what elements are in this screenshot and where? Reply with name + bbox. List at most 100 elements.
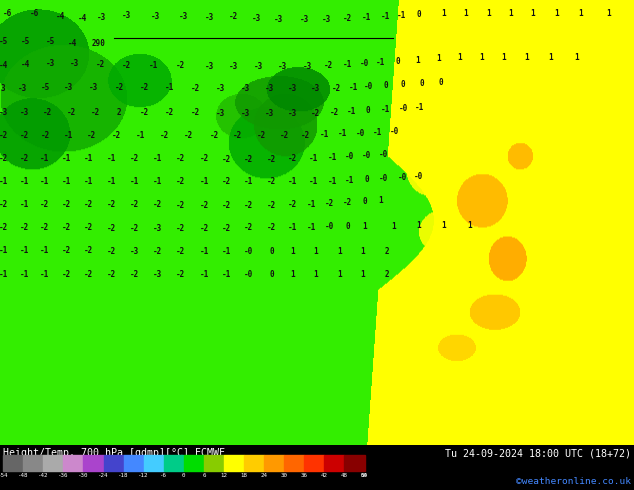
Text: -3: -3 bbox=[20, 108, 29, 117]
Text: -2: -2 bbox=[330, 108, 339, 117]
Text: -6: -6 bbox=[160, 473, 167, 478]
Text: 1: 1 bbox=[479, 53, 484, 62]
Text: 1: 1 bbox=[436, 54, 441, 63]
Text: -2: -2 bbox=[280, 131, 288, 140]
Text: 1: 1 bbox=[360, 247, 365, 256]
Text: -1: -1 bbox=[415, 103, 424, 112]
Text: 1: 1 bbox=[391, 221, 396, 230]
Text: -2: -2 bbox=[140, 83, 149, 92]
Text: -1: -1 bbox=[165, 83, 174, 92]
Text: ©weatheronline.co.uk: ©weatheronline.co.uk bbox=[516, 477, 631, 487]
Text: 1: 1 bbox=[360, 270, 365, 279]
Text: 1: 1 bbox=[313, 247, 318, 256]
Text: -2: -2 bbox=[244, 223, 253, 232]
Text: -3: -3 bbox=[0, 108, 8, 117]
Text: -2: -2 bbox=[200, 154, 209, 163]
Bar bbox=[144, 455, 164, 471]
Text: -5: -5 bbox=[0, 37, 8, 47]
Text: 0: 0 bbox=[416, 10, 421, 19]
Text: -1: -1 bbox=[376, 58, 385, 67]
Text: 36: 36 bbox=[301, 473, 308, 478]
Text: -1: -1 bbox=[373, 127, 382, 137]
Bar bbox=[184, 455, 204, 471]
Text: -1: -1 bbox=[40, 246, 49, 255]
Text: 1: 1 bbox=[290, 270, 295, 279]
Text: 1: 1 bbox=[416, 221, 421, 230]
Text: Tu 24-09-2024 18:00 UTC (18+72): Tu 24-09-2024 18:00 UTC (18+72) bbox=[445, 448, 631, 458]
Text: -2: -2 bbox=[223, 177, 231, 187]
Text: -2: -2 bbox=[96, 60, 105, 69]
Text: 1: 1 bbox=[457, 53, 462, 62]
Bar bbox=[264, 455, 284, 471]
Text: -2: -2 bbox=[184, 131, 193, 140]
Text: -1: -1 bbox=[64, 131, 73, 140]
Text: -30: -30 bbox=[78, 473, 89, 478]
Text: -3: -3 bbox=[275, 15, 283, 24]
Text: 1: 1 bbox=[554, 9, 559, 18]
Text: -2: -2 bbox=[84, 200, 93, 209]
Text: -3: -3 bbox=[97, 13, 106, 23]
Text: -1: -1 bbox=[84, 177, 93, 186]
Text: -3: -3 bbox=[303, 62, 312, 71]
Text: -2: -2 bbox=[244, 155, 253, 164]
Text: -2: -2 bbox=[122, 61, 131, 70]
Text: -2: -2 bbox=[107, 224, 116, 233]
Text: -1: -1 bbox=[309, 177, 318, 186]
Text: -2: -2 bbox=[20, 223, 29, 232]
Text: -1: -1 bbox=[20, 246, 29, 255]
Text: -1: -1 bbox=[62, 154, 71, 163]
Text: -18: -18 bbox=[119, 473, 129, 478]
Text: -3: -3 bbox=[252, 14, 261, 23]
Text: -1: -1 bbox=[0, 177, 8, 186]
Text: -3: -3 bbox=[18, 84, 27, 93]
Text: -0: -0 bbox=[360, 59, 369, 68]
Text: -2: -2 bbox=[130, 154, 139, 163]
Bar bbox=[124, 455, 144, 471]
Text: -0: -0 bbox=[365, 82, 373, 91]
Text: -3: -3 bbox=[130, 247, 139, 256]
Text: -1: -1 bbox=[200, 270, 209, 279]
Text: -2: -2 bbox=[84, 270, 93, 279]
Text: -1: -1 bbox=[20, 270, 29, 279]
Text: 1: 1 bbox=[337, 247, 342, 256]
Text: -2: -2 bbox=[229, 12, 238, 21]
Text: 48: 48 bbox=[341, 473, 348, 478]
Text: -2: -2 bbox=[112, 131, 120, 140]
Text: -3: -3 bbox=[151, 12, 160, 21]
Text: -1: -1 bbox=[328, 153, 337, 162]
Text: -1: -1 bbox=[0, 270, 8, 279]
Bar bbox=[63, 455, 84, 471]
Text: -1: -1 bbox=[320, 130, 329, 139]
Text: -2: -2 bbox=[325, 199, 334, 208]
Text: -3: -3 bbox=[311, 84, 320, 94]
Text: -3: -3 bbox=[300, 15, 309, 24]
Text: -5: -5 bbox=[41, 83, 50, 92]
Text: 1: 1 bbox=[290, 247, 295, 256]
Text: -4: -4 bbox=[56, 12, 65, 21]
Text: -1: -1 bbox=[0, 246, 8, 255]
Text: -2: -2 bbox=[87, 131, 96, 140]
Text: -36: -36 bbox=[58, 473, 68, 478]
Text: -2: -2 bbox=[130, 224, 139, 233]
Bar bbox=[84, 455, 103, 471]
Text: -12: -12 bbox=[138, 473, 149, 478]
Text: -48: -48 bbox=[18, 473, 29, 478]
Text: -1: -1 bbox=[62, 177, 71, 186]
Text: -2: -2 bbox=[176, 177, 185, 187]
Text: -3: -3 bbox=[216, 108, 225, 118]
Text: 1: 1 bbox=[463, 9, 469, 18]
Text: -2: -2 bbox=[343, 198, 352, 207]
Text: -0: -0 bbox=[390, 127, 399, 136]
Bar bbox=[204, 455, 224, 471]
Text: -2: -2 bbox=[153, 247, 162, 256]
Text: -1: -1 bbox=[397, 11, 406, 20]
Text: -2: -2 bbox=[301, 131, 310, 140]
Text: -6: -6 bbox=[30, 9, 39, 18]
Text: -1: -1 bbox=[288, 223, 297, 232]
Text: -1: -1 bbox=[223, 270, 231, 279]
Text: -2: -2 bbox=[324, 61, 333, 70]
Text: 1: 1 bbox=[313, 270, 318, 279]
Text: -2: -2 bbox=[67, 108, 75, 117]
Text: -1: -1 bbox=[149, 61, 158, 70]
Text: -2: -2 bbox=[288, 154, 297, 163]
